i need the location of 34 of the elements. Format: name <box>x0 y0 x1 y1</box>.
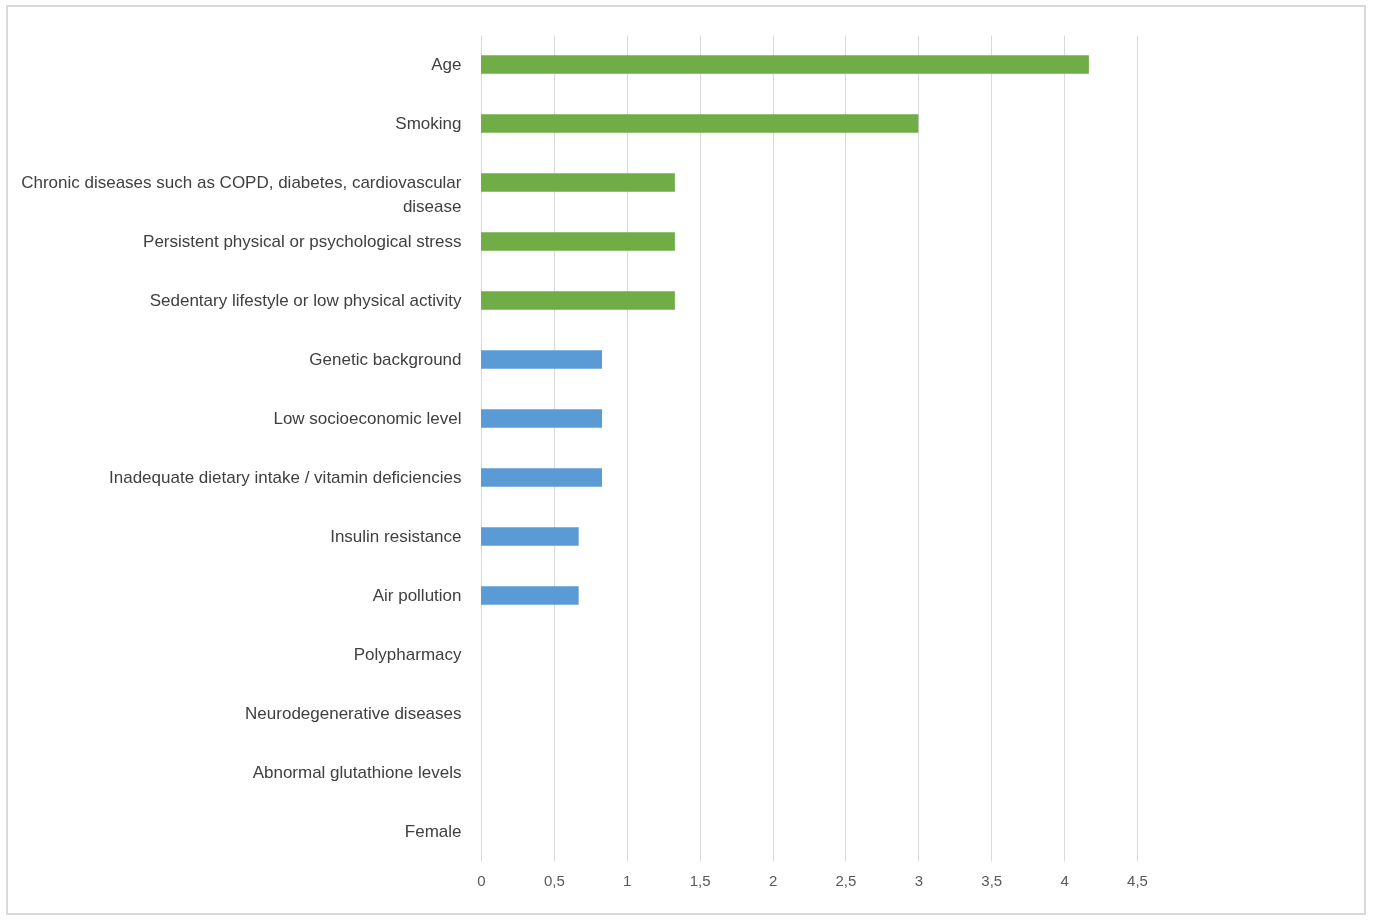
x-tick-label: 3,5 <box>981 871 1003 889</box>
x-tick-label: 2 <box>768 871 778 889</box>
y-tick-label: Insulin resistance <box>330 526 462 546</box>
x-tick-label: 0,5 <box>543 871 565 889</box>
bar <box>481 409 602 428</box>
x-tick-label: 2,5 <box>835 871 857 889</box>
y-tick-label: Sedentary lifestyle or low physical activity <box>149 290 462 310</box>
y-tick-label: Smoking <box>395 113 462 133</box>
bar <box>481 586 579 605</box>
bar <box>481 55 1089 74</box>
bar <box>481 350 602 369</box>
y-tick-label: Air pollution <box>372 585 462 605</box>
y-tick-label: Abnormal glutathione levels <box>252 762 462 782</box>
bar <box>481 232 675 251</box>
y-tick-label: Neurodegenerative diseases <box>245 703 462 723</box>
y-tick-label: Age <box>431 54 462 74</box>
y-tick-label: Polypharmacy <box>353 644 462 664</box>
x-tick-label: 0 <box>477 871 486 889</box>
y-tick-label: Low socioeconomic level <box>273 408 462 428</box>
x-tick-label: 1 <box>623 871 632 889</box>
x-tick-label: 4 <box>1060 871 1069 889</box>
x-tick-label: 4,5 <box>1127 871 1148 889</box>
x-tick-label: 3 <box>914 871 924 889</box>
bar <box>481 468 602 487</box>
y-tick-label: Persistent physical or psychological stress <box>143 231 462 251</box>
bar <box>481 527 579 546</box>
y-tick-label: Genetic background <box>309 349 462 369</box>
bar <box>481 173 675 192</box>
y-tick-label: Inadequate dietary intake / vitamin deficiencies <box>109 467 462 487</box>
bar <box>481 114 919 133</box>
x-tick-label: 1,5 <box>689 871 711 889</box>
y-tick-label: Chronic diseases such as COPD, diabetes, cardiovascular disease <box>21 172 462 216</box>
bar <box>481 291 675 310</box>
y-tick-label: Female <box>404 821 462 841</box>
